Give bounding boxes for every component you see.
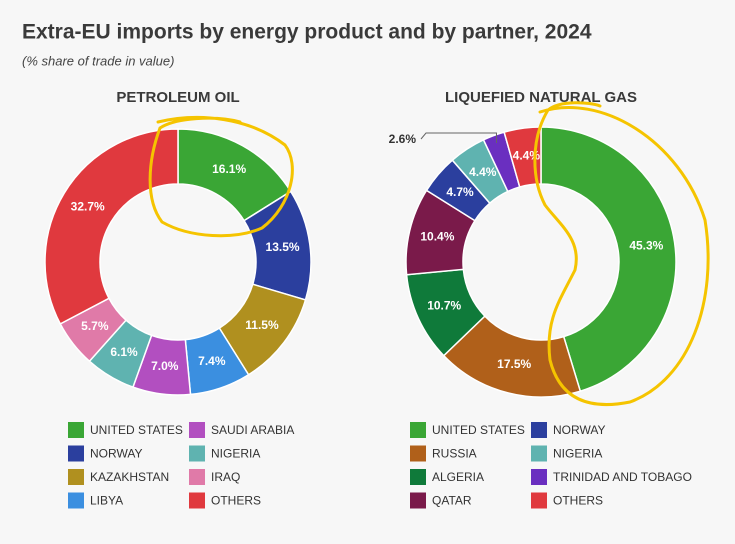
legend-label: NIGERIA [553, 447, 602, 461]
legend-swatch [410, 469, 426, 485]
donut-slice [540, 126, 677, 393]
value-label: 13.5% [266, 240, 300, 254]
value-label: 16.1% [212, 162, 246, 176]
legend-swatch [531, 422, 547, 438]
value-label: 4.4% [469, 165, 497, 179]
annotation-circle [148, 116, 294, 238]
value-label: 17.5% [497, 357, 531, 371]
title: Extra-EU imports by energy product and b… [22, 21, 592, 44]
legend-swatch [410, 445, 426, 462]
legend-swatch [531, 469, 547, 485]
donut-slice [44, 128, 179, 325]
value-label: 6.1% [110, 345, 138, 359]
legend-label: NORWAY [553, 423, 605, 437]
value-label: 5.7% [81, 319, 109, 333]
legend-swatch [189, 492, 205, 509]
legend-label: TRINIDAD AND TOBAGO [553, 470, 692, 484]
chart-title: PETROLEUM OIL [116, 89, 239, 106]
legend-swatch [189, 445, 205, 462]
value-label: 7.0% [151, 359, 179, 373]
legend-swatch [531, 445, 547, 462]
value-label: 45.3% [629, 239, 663, 253]
value-label: 7.4% [198, 354, 226, 368]
leader-line [420, 132, 497, 144]
charts: PETROLEUM OIL 16.1% UNITED STATES 13.5% NORW… [44, 89, 692, 509]
donut-slice [503, 126, 542, 188]
legend-label: UNITED STATES [90, 423, 183, 437]
legend-swatch [531, 492, 547, 509]
legend-label: SAUDI ARABIA [211, 423, 294, 437]
legend-label: IRAQ [211, 470, 240, 484]
legend-label: ALGERIA [432, 470, 484, 484]
value-label: 32.7% [71, 200, 105, 214]
legend-swatch [410, 422, 426, 438]
value-label: 10.7% [427, 299, 461, 313]
legend-label: OTHERS [211, 494, 261, 508]
legend-swatch [189, 469, 205, 485]
legend-label: RUSSIA [432, 447, 477, 461]
legend-label: KAZAKHSTAN [90, 470, 169, 484]
legend-swatch [68, 422, 84, 438]
legend-swatch [410, 492, 426, 509]
value-label: 2.6% [389, 132, 417, 146]
legend-swatch [68, 469, 84, 485]
legend-label: QATAR [432, 494, 472, 508]
legend-swatch [68, 445, 84, 462]
legend-swatch [68, 492, 84, 509]
legend-label: OTHERS [553, 494, 603, 508]
legend-label: NORWAY [90, 447, 142, 461]
legend-label: LIBYA [90, 494, 123, 508]
chart-title: LIQUEFIED NATURAL GAS [445, 89, 637, 106]
annotation-circle [533, 101, 710, 407]
value-label: 10.4% [420, 230, 454, 244]
legend-label: NIGERIA [211, 447, 260, 461]
subtitle: (% share of trade in value) [22, 53, 174, 68]
value-label: 4.7% [446, 185, 474, 199]
legend-label: UNITED STATES [432, 423, 525, 437]
value-label: 11.5% [245, 318, 279, 332]
legend-swatch [189, 422, 205, 438]
